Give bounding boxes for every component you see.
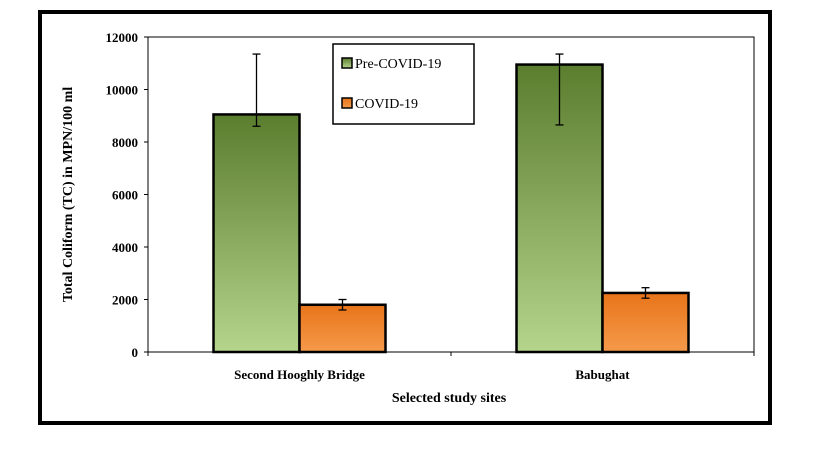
x-axis-title: Selected study sites [392, 391, 507, 406]
y-tick-label: 2000 [112, 293, 138, 308]
y-tick-label: 0 [132, 345, 139, 360]
axes-group: Second Hooghly Bridge Babughat 0 2000 4000 60… [106, 30, 755, 382]
x-tick-label: Babughat [575, 367, 630, 382]
legend-box [332, 43, 475, 125]
y-tick-label: 12000 [106, 30, 139, 45]
error-bars-group [252, 53, 650, 311]
legend-swatch-1 [341, 97, 353, 109]
legend-swatch-0 [341, 57, 353, 69]
figure-frame: Second Hooghly Bridge Babughat 0 2000 4000 60… [38, 10, 772, 425]
y-axis-title: Total Coliform (TC) in MPN/100 ml [61, 87, 76, 302]
bar-covid-19-1 [601, 291, 690, 354]
x-tick-label: Second Hooghly Bridge [234, 367, 365, 382]
legend-label-0: Pre-COVID-19 [355, 57, 441, 72]
y-tick-label: 8000 [112, 135, 138, 150]
bar-pre-covid-19-0 [212, 113, 301, 354]
legend-label-1: COVID-19 [355, 97, 418, 112]
bar-covid-19-0 [298, 303, 387, 354]
bar-chart: Second Hooghly Bridge Babughat 0 2000 4000 60… [61, 30, 755, 406]
y-tick-label: 10000 [106, 83, 139, 98]
legend: Pre-COVID-19 COVID-19 [332, 43, 475, 125]
y-tick-label: 6000 [112, 188, 138, 203]
bar-pre-covid-19-1 [515, 63, 604, 354]
y-tick-label: 4000 [112, 240, 138, 255]
